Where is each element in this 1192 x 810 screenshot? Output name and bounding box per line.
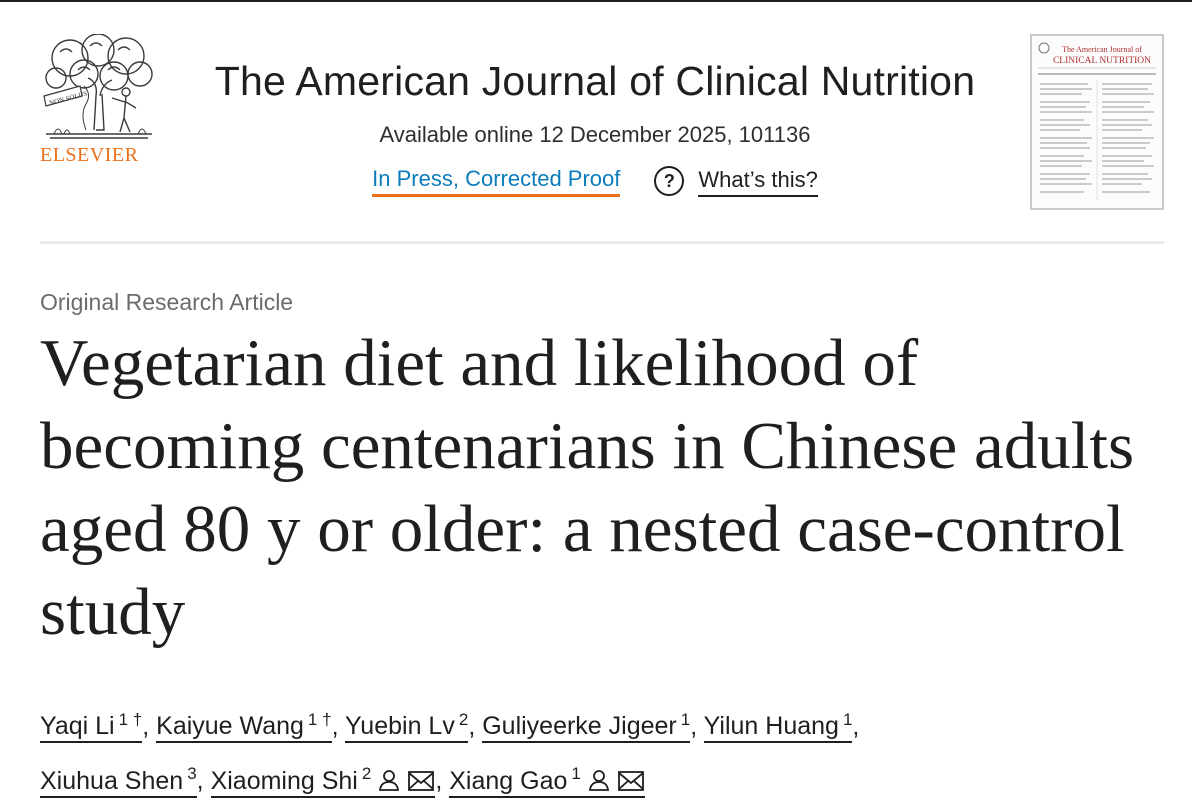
question-circle-icon: ? <box>654 166 685 196</box>
author-affiliation: 1 <box>680 710 691 729</box>
person-icon <box>377 760 401 808</box>
whats-this-button[interactable]: ? What’s this? <box>654 166 818 197</box>
availability-date: Available online 12 December 2025, 10113… <box>379 122 811 147</box>
author-affiliation: 3 <box>187 764 197 784</box>
person-icon <box>587 760 611 808</box>
author-affiliation: 1 † <box>307 710 332 729</box>
author-link[interactable]: Yuebin Lv 2 <box>345 710 469 744</box>
author-link[interactable]: Xiang Gao 1 <box>449 764 645 798</box>
top-border <box>0 0 1192 2</box>
author-link[interactable]: Xiuhua Shen 3 <box>40 764 197 798</box>
author-affiliation: 2 <box>458 710 469 729</box>
author-affiliation: 2 <box>361 764 372 784</box>
header-divider <box>40 241 1164 244</box>
author-name: Kaiyue Wang <box>156 712 304 741</box>
author-link[interactable]: Yaqi Li 1 † <box>40 710 143 744</box>
cover-title-line1: The American Journal of <box>1062 45 1142 54</box>
email-icon <box>617 760 645 808</box>
journal-cover-thumbnail[interactable]: The American Journal of CLINICAL NUTRITI… <box>1030 34 1164 210</box>
journal-cover-image: The American Journal of CLINICAL NUTRITI… <box>1032 36 1162 208</box>
publisher-name[interactable]: ELSEVIER <box>40 144 139 166</box>
journal-header: NON SOLUS ELSEVIER The American Journal … <box>40 34 1164 210</box>
cover-title-line2: CLINICAL NUTRITION <box>1053 56 1151 66</box>
author-affiliation: 1 <box>571 764 581 784</box>
article-type: Original Research Article <box>40 289 294 315</box>
author-name: Xiuhua Shen <box>40 766 184 795</box>
author-list: Yaqi Li 1 †, Kaiyue Wang 1 †, Yuebin Lv 2, … <box>40 696 1160 808</box>
elsevier-tree-logo-icon: NON SOLUS <box>43 34 153 139</box>
journal-title[interactable]: The American Journal of Clinical Nutriti… <box>214 58 976 104</box>
author-name: Xiang Gao <box>449 766 568 795</box>
author-link[interactable]: Yilun Huang 1 <box>703 710 853 744</box>
author-link[interactable]: Guliyeerke Jigeer 1 <box>482 710 691 744</box>
whats-this-label: What’s this? <box>698 166 818 197</box>
author-name: Yaqi Li <box>40 712 115 741</box>
status-link[interactable]: In Press, Corrected Proof <box>372 165 621 197</box>
article-title: Vegetarian diet and likelihood of becomi… <box>40 326 1135 649</box>
author-name: Xiaoming Shi <box>210 766 358 795</box>
email-icon <box>407 760 435 808</box>
article-status-row: In Press, Corrected Proof ? What’s this? <box>160 165 1030 197</box>
author-name: Yilun Huang <box>703 712 839 741</box>
elsevier-logo[interactable]: NON SOLUS <box>40 34 158 164</box>
author-name: Yuebin Lv <box>345 712 455 741</box>
author-affiliation: 1 <box>842 710 853 729</box>
author-link[interactable]: Kaiyue Wang 1 † <box>156 710 332 744</box>
journal-info: The American Journal of Clinical Nutriti… <box>160 34 1030 197</box>
author-link[interactable]: Xiaoming Shi 2 <box>210 764 436 798</box>
author-name: Guliyeerke Jigeer <box>482 712 677 741</box>
author-affiliation: 1 † <box>118 710 143 729</box>
